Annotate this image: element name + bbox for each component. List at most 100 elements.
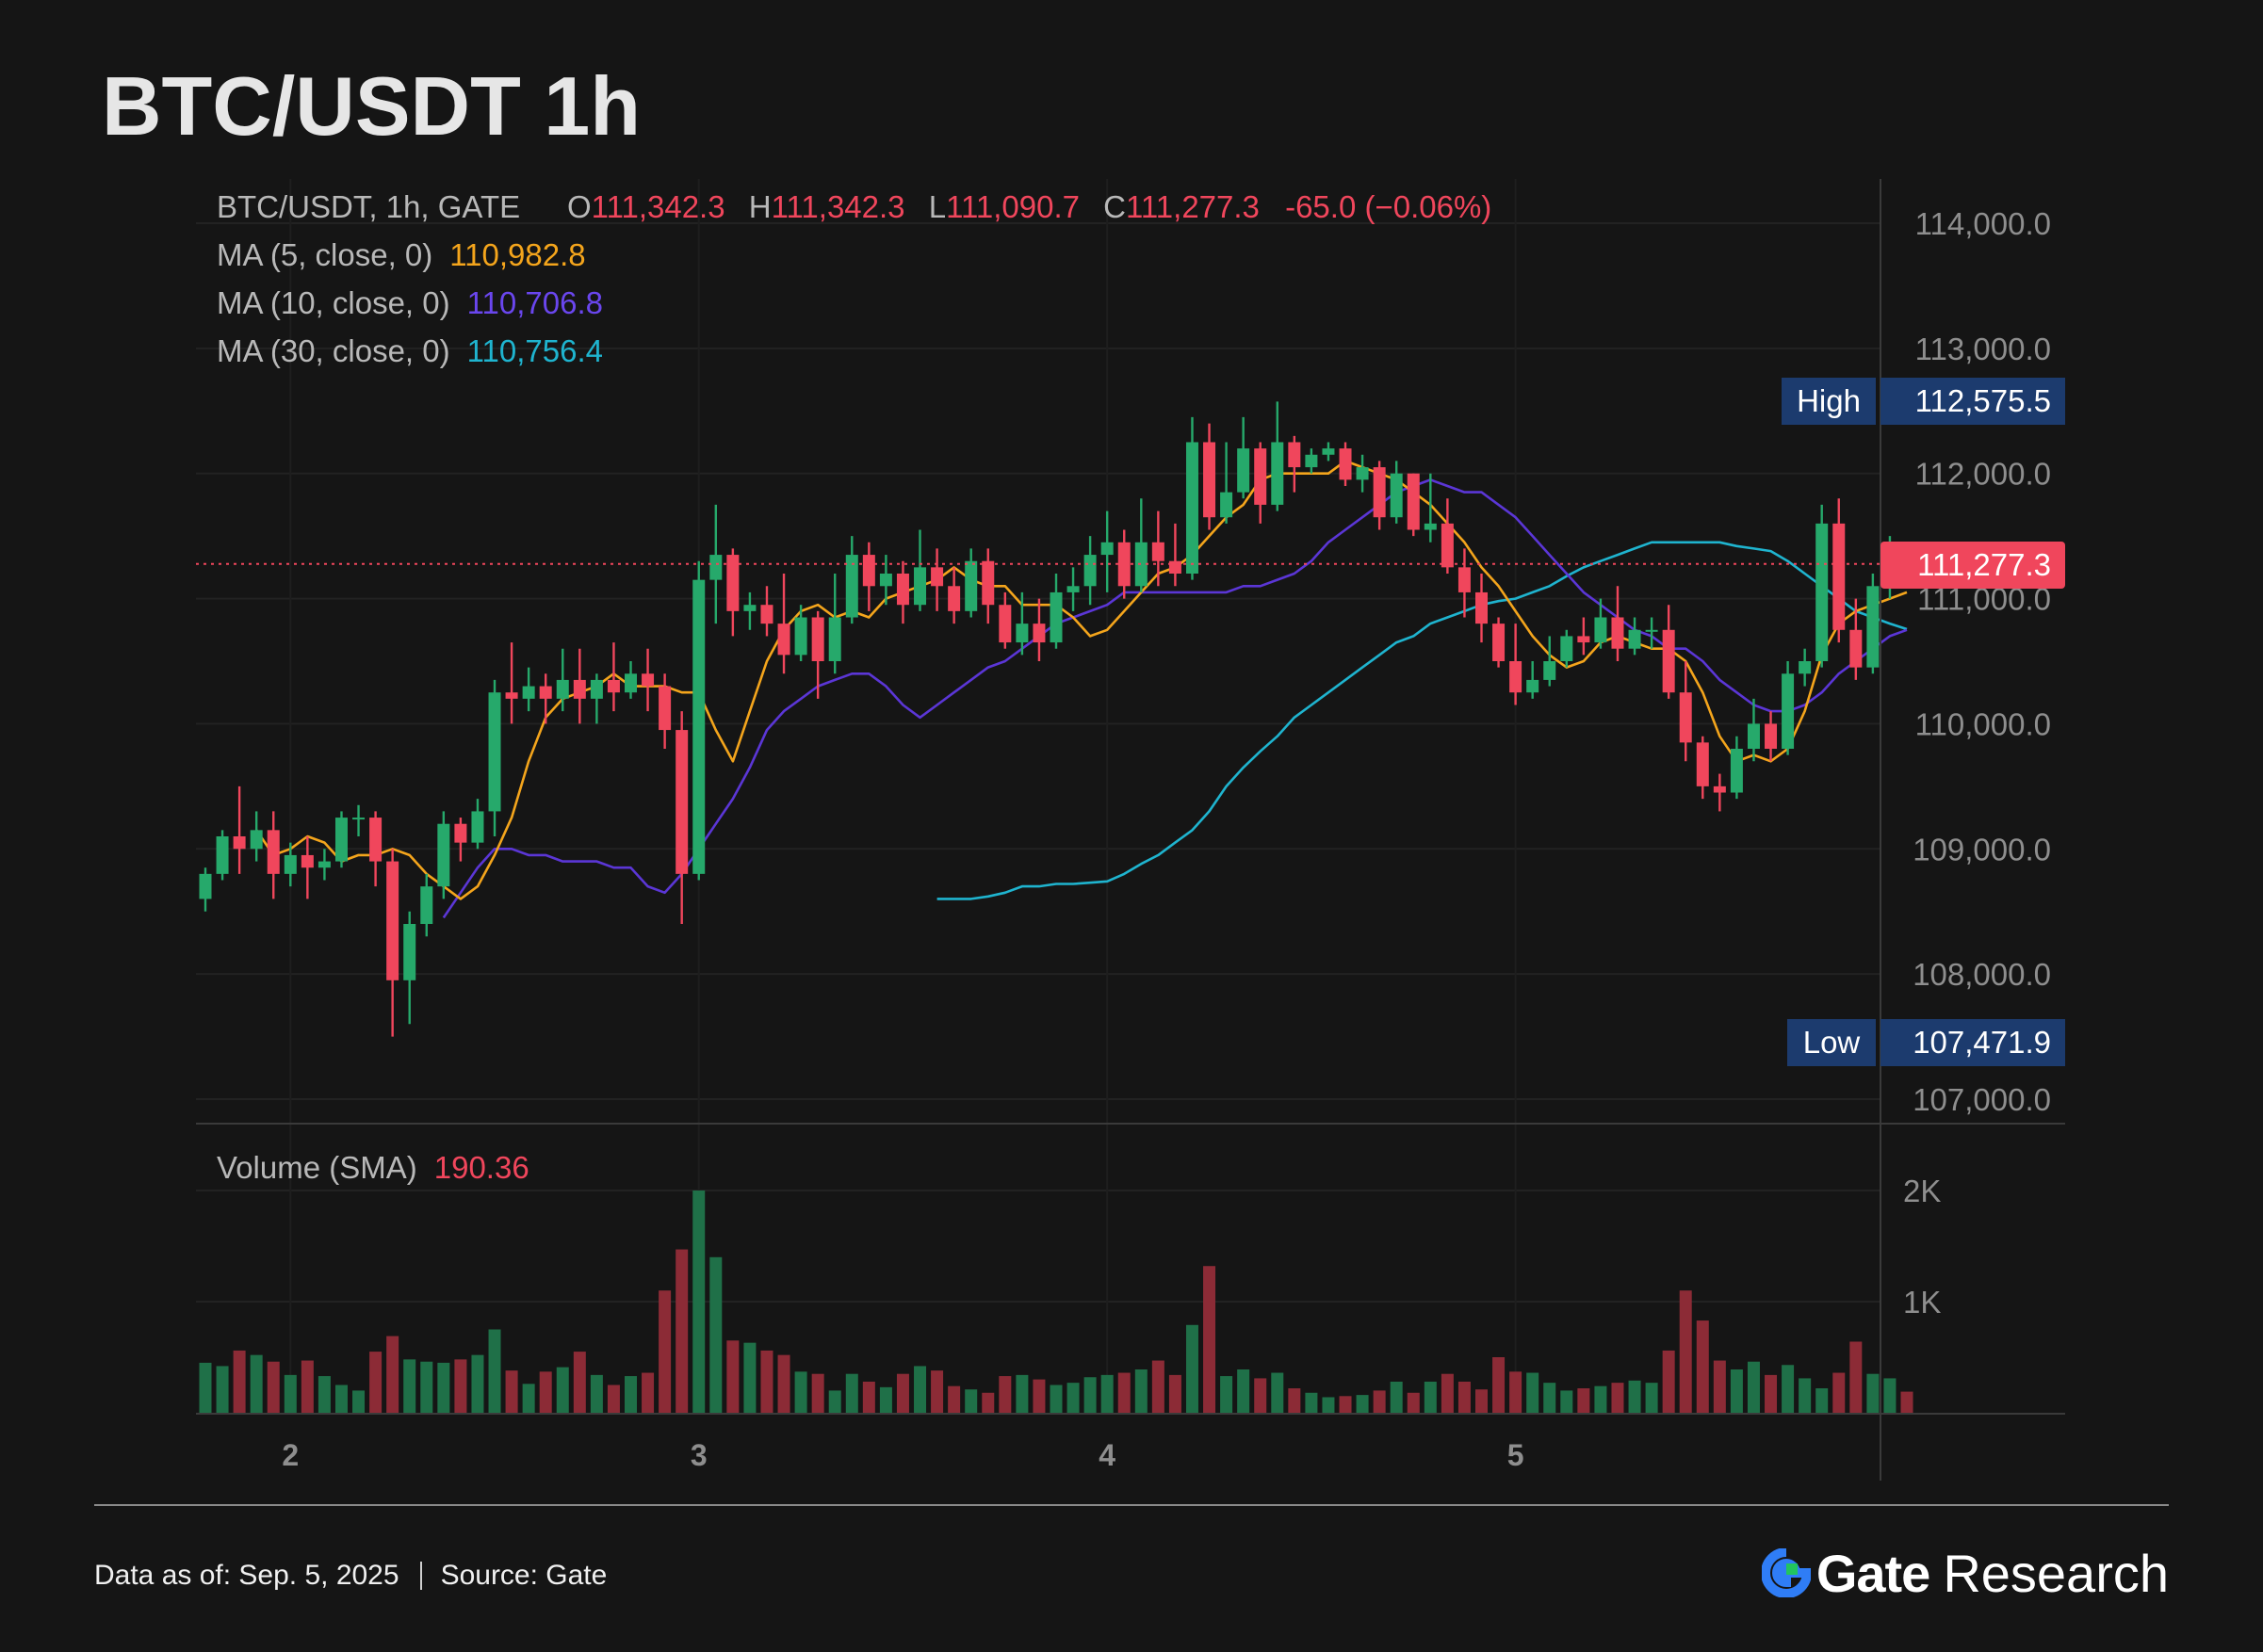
candle bbox=[556, 648, 569, 712]
candle-body bbox=[743, 605, 757, 611]
candle bbox=[1782, 661, 1795, 755]
high-marker-label-bg bbox=[1782, 378, 1876, 425]
volume-bar bbox=[760, 1350, 773, 1413]
candle-body bbox=[1050, 591, 1063, 643]
volume-bar bbox=[539, 1371, 552, 1413]
candle-body bbox=[1577, 636, 1590, 643]
volume-bar bbox=[1628, 1380, 1641, 1413]
volume-tick-label: 2K bbox=[1903, 1174, 1941, 1208]
candle-body bbox=[369, 818, 383, 862]
candle bbox=[1475, 574, 1488, 643]
candle bbox=[1747, 698, 1760, 762]
volume-bar bbox=[284, 1374, 297, 1413]
candle-body bbox=[828, 617, 841, 661]
volume-bar bbox=[1066, 1383, 1080, 1413]
candle bbox=[267, 811, 280, 899]
volume-bar bbox=[1832, 1372, 1846, 1413]
candle bbox=[454, 818, 467, 862]
price-tick-label: 108,000.0 bbox=[1913, 957, 2051, 992]
candle bbox=[862, 542, 875, 611]
volume-bar bbox=[1509, 1371, 1522, 1413]
candle bbox=[1832, 498, 1846, 643]
candle bbox=[1441, 498, 1454, 574]
legend-symbol: BTC/USDT, 1h, GATE bbox=[217, 189, 520, 224]
volume-bar bbox=[1373, 1390, 1386, 1413]
candle bbox=[1288, 435, 1301, 493]
candle bbox=[1237, 416, 1250, 499]
high-marker-value-bg bbox=[1880, 378, 2065, 425]
candle-body bbox=[437, 823, 450, 887]
candle-body bbox=[607, 679, 620, 693]
candle-body bbox=[1100, 542, 1114, 556]
price-tick-label: 112,000.0 bbox=[1915, 457, 2051, 492]
candle bbox=[845, 536, 858, 624]
price-tick-label: 113,000.0 bbox=[1915, 332, 2051, 366]
volume-bar bbox=[1696, 1320, 1709, 1413]
candle-body bbox=[642, 673, 655, 687]
volume-bar bbox=[1747, 1361, 1760, 1413]
candle bbox=[1356, 454, 1369, 493]
volume-bar bbox=[1594, 1385, 1607, 1413]
volume-bar bbox=[522, 1384, 535, 1413]
brand-research-text: Research bbox=[1943, 1543, 2169, 1603]
candle-body bbox=[676, 730, 689, 874]
candle bbox=[1815, 504, 1829, 668]
candle bbox=[1730, 736, 1743, 800]
candle bbox=[1713, 773, 1726, 812]
volume-bar bbox=[199, 1362, 212, 1413]
volume-bar bbox=[1271, 1372, 1284, 1413]
candle bbox=[948, 567, 961, 624]
volume-bar bbox=[488, 1329, 501, 1413]
candle bbox=[659, 673, 672, 749]
candle bbox=[437, 811, 450, 899]
low-marker-label-bg bbox=[1787, 1019, 1876, 1066]
candle bbox=[965, 548, 978, 618]
low-marker-label: Low bbox=[1803, 1025, 1861, 1060]
volume-tick-label: 1K bbox=[1903, 1285, 1941, 1320]
candle bbox=[1339, 442, 1352, 486]
volume-bar bbox=[1100, 1374, 1114, 1413]
candle-body bbox=[1509, 661, 1522, 693]
legend-volume: Volume (SMA) 190.36 bbox=[217, 1150, 529, 1185]
candle bbox=[914, 529, 927, 611]
candle-body bbox=[625, 673, 637, 693]
volume-bar bbox=[1305, 1392, 1318, 1413]
candle-body bbox=[1237, 448, 1250, 493]
candle-body bbox=[199, 873, 212, 899]
candle-body bbox=[267, 830, 280, 874]
candle bbox=[1849, 598, 1863, 680]
volume-bar bbox=[317, 1376, 331, 1413]
candle-body bbox=[692, 579, 706, 874]
ma10-label: MA (10, close, 0) bbox=[217, 285, 450, 320]
volume-bar bbox=[590, 1374, 603, 1413]
candle bbox=[1305, 448, 1318, 474]
time-tick-label: 2 bbox=[282, 1438, 299, 1472]
candle bbox=[1799, 648, 1812, 687]
volume-bar bbox=[1560, 1390, 1573, 1413]
ma5-line bbox=[255, 460, 1908, 900]
candle bbox=[352, 804, 366, 836]
volume-bar bbox=[642, 1372, 655, 1413]
candle-body bbox=[1356, 467, 1369, 480]
candle-body bbox=[1203, 442, 1216, 518]
candle bbox=[1203, 423, 1216, 530]
candle-body bbox=[1696, 742, 1709, 786]
volume-bar bbox=[1645, 1383, 1658, 1413]
brand-logo: Gate Research bbox=[1761, 1543, 2169, 1603]
volume-bar bbox=[573, 1352, 586, 1413]
candle bbox=[233, 786, 246, 874]
candle bbox=[931, 548, 944, 611]
candle-body bbox=[1016, 624, 1029, 643]
volume-bar bbox=[777, 1354, 790, 1413]
legend: BTC/USDT, 1h, GATE O111,342.3 H111,342.3… bbox=[217, 189, 1491, 1185]
volume-bar bbox=[625, 1376, 637, 1413]
candle bbox=[1543, 636, 1556, 687]
candle-body bbox=[709, 555, 723, 580]
legend-change: -65.0 (−0.06%) bbox=[1285, 189, 1491, 224]
data-as-of: Data as of: Sep. 5, 2025 bbox=[94, 1560, 399, 1591]
candle-body bbox=[777, 624, 790, 656]
candle bbox=[1492, 617, 1506, 668]
volume-bar bbox=[454, 1359, 467, 1413]
candle-body bbox=[879, 574, 892, 587]
data-source: Source: Gate bbox=[440, 1560, 608, 1591]
